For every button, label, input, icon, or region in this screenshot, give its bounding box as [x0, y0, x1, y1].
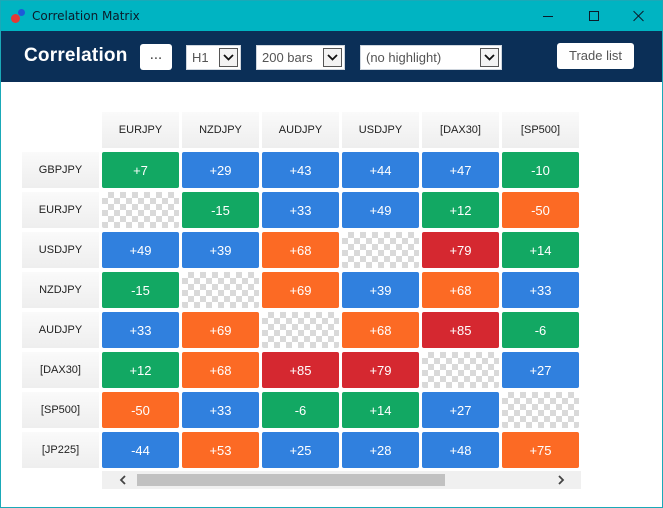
chevron-down-icon[interactable] — [480, 48, 499, 67]
matrix-cell[interactable]: +28 — [342, 432, 419, 468]
matrix-cell[interactable]: +49 — [102, 232, 179, 268]
matrix-cell[interactable]: +79 — [342, 352, 419, 388]
chevron-down-icon[interactable] — [219, 48, 238, 67]
row-header: [SP500] — [22, 392, 99, 428]
row-header: EURJPY — [22, 192, 99, 228]
highlight-value: (no highlight) — [366, 50, 442, 65]
column-header: EURJPY — [102, 112, 179, 148]
matrix-cell[interactable]: +27 — [502, 352, 579, 388]
matrix-cell[interactable]: +33 — [262, 192, 339, 228]
matrix-cell[interactable]: +68 — [182, 352, 259, 388]
matrix-cell[interactable]: +29 — [182, 152, 259, 188]
scroll-left-icon[interactable] — [114, 471, 132, 489]
matrix-cell[interactable]: -6 — [502, 312, 579, 348]
title-bar[interactable]: Correlation Matrix — [1, 1, 662, 31]
matrix-cell[interactable]: +14 — [502, 232, 579, 268]
matrix-cell[interactable]: +79 — [422, 232, 499, 268]
matrix-area: EURJPY NZDJPY AUDJPY USDJPY [DAX30] [SP500] GB… — [1, 82, 662, 507]
row-header: [JP225] — [22, 432, 99, 468]
matrix-cell-empty[interactable] — [342, 232, 419, 268]
column-header: USDJPY — [342, 112, 419, 148]
matrix-cell-empty[interactable] — [102, 192, 179, 228]
maximize-icon — [589, 11, 599, 21]
matrix-cell[interactable]: +48 — [422, 432, 499, 468]
column-header: NZDJPY — [182, 112, 259, 148]
matrix-cell[interactable]: +43 — [262, 152, 339, 188]
column-header: AUDJPY — [262, 112, 339, 148]
matrix-cell[interactable]: +33 — [102, 312, 179, 348]
matrix-cell[interactable]: +69 — [182, 312, 259, 348]
more-options-button[interactable]: ... — [140, 44, 172, 70]
matrix-cell[interactable]: -6 — [262, 392, 339, 428]
horizontal-scrollbar[interactable] — [102, 471, 581, 489]
row-header: NZDJPY — [22, 272, 99, 308]
matrix-cell[interactable]: +33 — [502, 272, 579, 308]
matrix-cell[interactable]: +39 — [182, 232, 259, 268]
matrix-cell[interactable]: +39 — [342, 272, 419, 308]
scroll-right-icon[interactable] — [552, 471, 570, 489]
highlight-select[interactable]: (no highlight) — [360, 45, 502, 70]
matrix-cell[interactable]: +33 — [182, 392, 259, 428]
matrix-cell[interactable]: +25 — [262, 432, 339, 468]
scrollbar-thumb[interactable] — [137, 474, 445, 486]
row-header: USDJPY — [22, 232, 99, 268]
timeframe-value: H1 — [192, 50, 209, 65]
matrix-cell[interactable]: -15 — [182, 192, 259, 228]
timeframe-select[interactable]: H1 — [186, 45, 241, 70]
row-header: AUDJPY — [22, 312, 99, 348]
bars-count-select[interactable]: 200 bars — [256, 45, 345, 70]
window-title: Correlation Matrix — [32, 9, 140, 23]
minimize-button[interactable] — [525, 1, 571, 31]
maximize-button[interactable] — [571, 1, 617, 31]
app-logo-icon — [10, 8, 26, 24]
matrix-cell[interactable]: +44 — [342, 152, 419, 188]
matrix-cell[interactable]: +12 — [102, 352, 179, 388]
chevron-down-icon[interactable] — [323, 48, 342, 67]
matrix-cell[interactable]: -10 — [502, 152, 579, 188]
matrix-cell[interactable]: +47 — [422, 152, 499, 188]
matrix-cell[interactable]: +68 — [422, 272, 499, 308]
matrix-cell[interactable]: +85 — [422, 312, 499, 348]
matrix-cell[interactable]: -15 — [102, 272, 179, 308]
matrix-cell[interactable]: +68 — [262, 232, 339, 268]
close-button[interactable] — [616, 1, 662, 31]
page-title: Correlation — [24, 45, 128, 66]
matrix-cell[interactable]: +68 — [342, 312, 419, 348]
matrix-cell-empty[interactable] — [422, 352, 499, 388]
matrix-cell[interactable]: -50 — [502, 192, 579, 228]
matrix-cell-empty[interactable] — [182, 272, 259, 308]
toolbar: Correlation ... H1 200 bars (no highligh… — [1, 31, 662, 82]
column-header: [SP500] — [502, 112, 579, 148]
row-header: GBPJPY — [22, 152, 99, 188]
row-header: [DAX30] — [22, 352, 99, 388]
column-header: [DAX30] — [422, 112, 499, 148]
matrix-cell[interactable]: -50 — [102, 392, 179, 428]
matrix-cell[interactable]: +12 — [422, 192, 499, 228]
matrix-cell[interactable]: +7 — [102, 152, 179, 188]
matrix-cell-empty[interactable] — [502, 392, 579, 428]
matrix-cell[interactable]: +75 — [502, 432, 579, 468]
matrix-cell[interactable]: +85 — [262, 352, 339, 388]
matrix-cell[interactable]: +14 — [342, 392, 419, 428]
matrix-cell-empty[interactable] — [262, 312, 339, 348]
matrix-cell[interactable]: +27 — [422, 392, 499, 428]
matrix-cell[interactable]: +53 — [182, 432, 259, 468]
matrix-cell[interactable]: +49 — [342, 192, 419, 228]
close-icon — [633, 10, 645, 22]
bars-count-value: 200 bars — [262, 50, 313, 65]
matrix-cell[interactable]: +69 — [262, 272, 339, 308]
matrix-cell[interactable]: -44 — [102, 432, 179, 468]
minimize-icon — [543, 15, 553, 17]
trade-list-button[interactable]: Trade list — [557, 43, 634, 69]
